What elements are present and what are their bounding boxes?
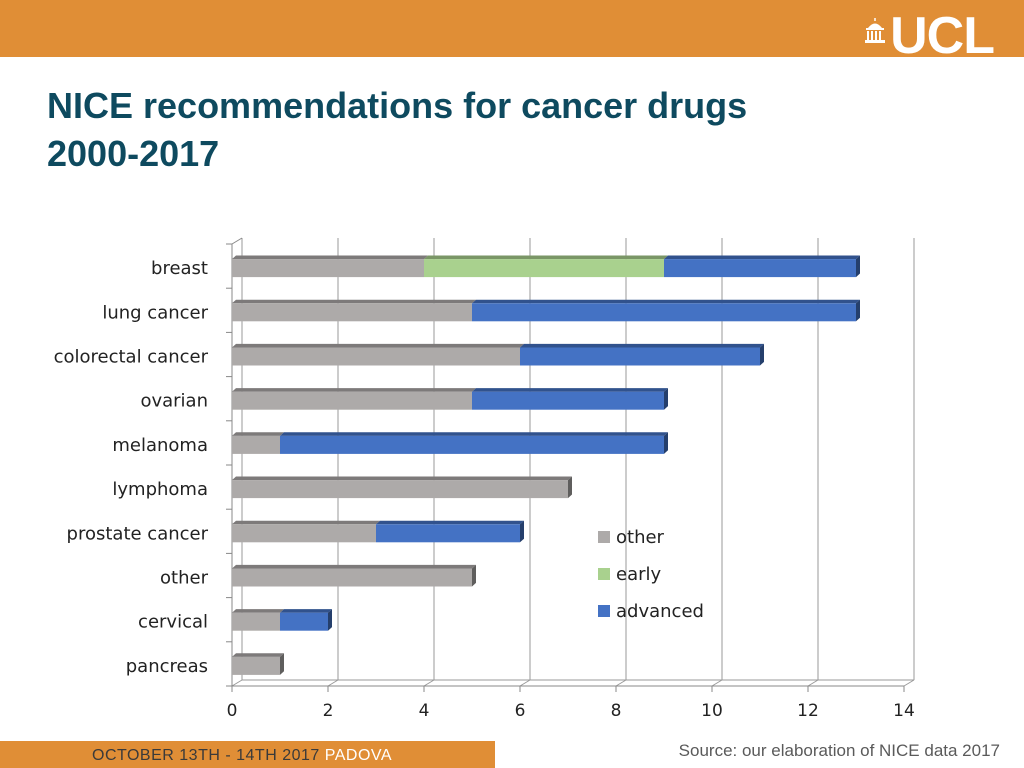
floor-gridline (711, 679, 723, 687)
floor-gridline (903, 679, 915, 687)
logo-text: UCL (890, 7, 995, 65)
bar-advanced-lung-cancer (472, 303, 856, 322)
y-axis-top-edge (231, 237, 243, 245)
source-note: Source: our elaboration of NICE data 201… (678, 741, 1000, 760)
x-tick-label: 0 (227, 701, 238, 721)
bar-top-face (472, 388, 668, 392)
bar-advanced-breast (664, 259, 856, 278)
bar-top-face (424, 255, 668, 260)
footer-bar (0, 741, 495, 768)
category-label: melanoma (112, 435, 208, 456)
bar-top-face (376, 520, 524, 525)
bar-side-face (664, 388, 668, 410)
bar-top-face (232, 255, 428, 260)
bar-other-prostate-cancer (232, 524, 376, 543)
legend-swatch-advanced (598, 605, 610, 617)
ucl-logo: UCL (864, 7, 995, 65)
tick-labels: 0 2 4 6 8 10 12 14 (227, 701, 915, 721)
bar-advanced-prostate-cancer (376, 524, 520, 543)
bar-top-face (520, 343, 764, 348)
title-line-2: 2000-2017 (47, 133, 220, 174)
bar-top-face (280, 432, 668, 436)
bar-other-melanoma (232, 435, 280, 454)
bar-side-face (520, 520, 524, 543)
bar-side-face (760, 343, 764, 366)
x-tick-label: 12 (797, 701, 819, 721)
bar-top-face (232, 653, 284, 657)
bar-other-pancreas (232, 656, 280, 675)
title-line-1: NICE recommendations for cancer drugs (47, 85, 748, 126)
bar-top-face (280, 609, 332, 613)
category-label: other (160, 568, 209, 589)
floor-gridline (807, 679, 819, 687)
floor-gridline (327, 679, 339, 687)
floor-gridline (615, 679, 627, 687)
category-label: lymphoma (112, 479, 208, 500)
category-label: prostate cancer (67, 523, 209, 544)
bar-advanced-ovarian (472, 391, 664, 410)
x-tick-label: 14 (893, 701, 915, 721)
bar-side-face (856, 255, 860, 278)
top-banner (0, 0, 1024, 57)
legend-swatch-early (598, 568, 610, 580)
bar-other-lung-cancer (232, 303, 472, 322)
bar-side-face (856, 299, 860, 322)
legend-label: other (616, 527, 665, 548)
x-tick-label: 2 (323, 701, 334, 721)
bar-top-face (472, 299, 860, 304)
event-date: OCTOBER 13TH - 14TH 2017 (92, 747, 320, 764)
bars (232, 255, 860, 675)
bar-top-face (232, 609, 284, 613)
bar-side-face (280, 653, 284, 675)
stacked-bar-chart: breast lung cancer colorectal cancer ovaria… (54, 237, 915, 721)
bar-advanced-melanoma (280, 435, 664, 454)
bar-other-ovarian (232, 391, 472, 410)
legend: other early advanced (598, 527, 704, 622)
slide-title: NICE recommendations for cancer drugs 20… (47, 82, 947, 178)
bar-other-lymphoma (232, 480, 568, 499)
floor-gridline (423, 679, 435, 687)
bar-top-face (232, 476, 572, 481)
event-banner: OCTOBER 13TH - 14TH 2017 PADOVA (92, 745, 392, 767)
x-tick-label: 4 (419, 701, 430, 721)
bar-top-face (232, 564, 476, 569)
category-labels: breast lung cancer colorectal cancer ovaria… (54, 258, 209, 677)
bar-other-colorectal-cancer (232, 347, 520, 366)
bar-other-cervical (232, 612, 280, 631)
category-label: ovarian (140, 391, 208, 412)
category-label: cervical (138, 612, 208, 633)
bar-top-face (232, 299, 476, 304)
legend-label: early (616, 564, 662, 585)
bar-top-face (232, 520, 380, 525)
bar-top-face (664, 255, 860, 260)
category-label: colorectal cancer (54, 347, 209, 368)
floor-gridline (231, 679, 243, 687)
bar-advanced-cervical (280, 612, 328, 631)
floor-gridline (519, 679, 531, 687)
bar-early-breast (424, 259, 664, 278)
x-tick-label: 10 (701, 701, 723, 721)
bar-advanced-colorectal-cancer (520, 347, 760, 366)
event-city: PADOVA (324, 747, 393, 764)
portico-icon (865, 18, 886, 43)
category-label: breast (151, 258, 208, 279)
bar-other-other (232, 568, 472, 587)
bar-side-face (568, 476, 572, 499)
legend-swatch-other (598, 531, 610, 543)
bar-top-face (232, 343, 524, 348)
bar-top-face (232, 432, 284, 436)
bar-side-face (664, 432, 668, 454)
bar-top-face (232, 388, 476, 392)
bar-side-face (328, 609, 332, 631)
category-label: pancreas (126, 656, 208, 677)
category-label: lung cancer (102, 302, 208, 323)
bar-other-breast (232, 259, 424, 278)
x-tick-label: 8 (611, 701, 622, 721)
x-tick-label: 6 (515, 701, 526, 721)
legend-label: advanced (616, 601, 704, 622)
bar-side-face (472, 564, 476, 587)
